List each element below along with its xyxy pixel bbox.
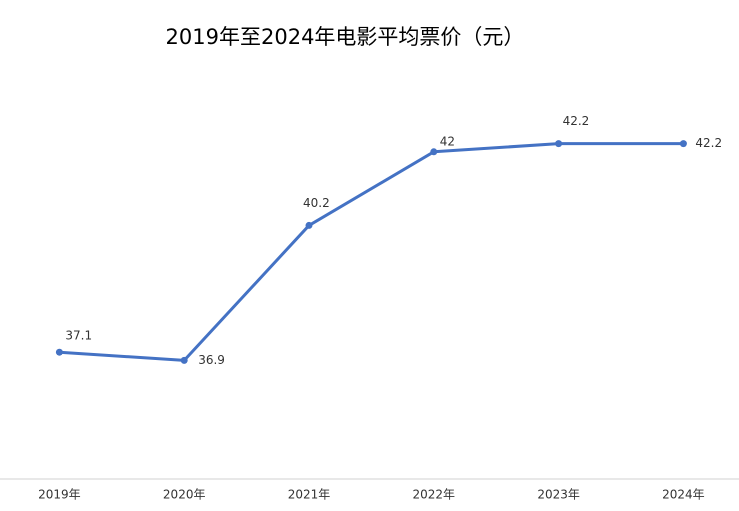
data-label: 40.2 [303,196,330,210]
x-tick-label: 2022年 [413,488,456,502]
data-label: 42.2 [563,114,590,128]
x-tick-label: 2019年 [38,488,81,502]
x-tick-label: 2023年 [537,488,580,502]
data-label: 42.2 [695,136,722,150]
chart-title: 2019年至2024年电影平均票价（元） [166,25,525,49]
x-tick-label: 2024年 [662,488,705,502]
line [59,142,684,362]
x-tick-label: 2020年 [163,488,206,502]
data-label: 42 [440,134,455,148]
data-point [55,348,63,356]
data-point [430,148,438,156]
data-point [679,140,687,148]
data-point [555,140,563,148]
data-label: 37.1 [65,329,92,343]
data-point [305,221,313,229]
data-point [180,356,188,364]
x-tick-label: 2021年 [288,488,331,502]
data-label: 36.9 [198,353,225,367]
